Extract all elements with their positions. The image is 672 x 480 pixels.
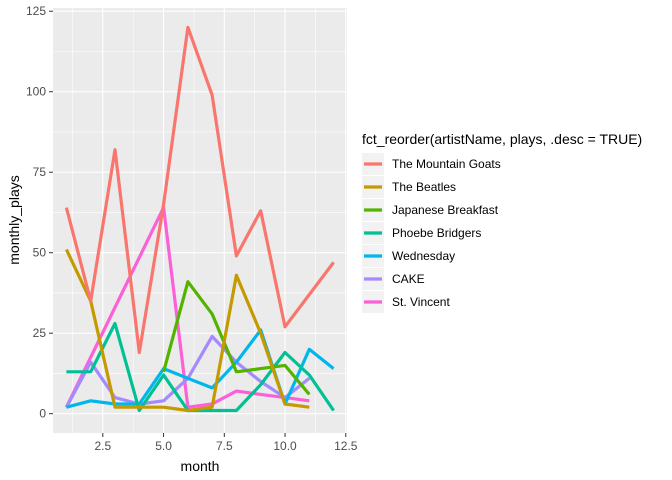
x-tick-label: 2.5: [94, 439, 111, 453]
series-line: [162, 280, 311, 396]
x-tick-label: 10.0: [273, 439, 297, 453]
y-tick-label: 25: [33, 326, 47, 340]
y-axis: 0 25 50 75 100 125: [26, 4, 53, 421]
y-tick-label: 125: [26, 4, 46, 18]
legend-label: CAKE: [392, 272, 425, 286]
series-lines: [64, 25, 335, 413]
y-tick-label: 100: [26, 85, 46, 99]
x-tick-label: 7.5: [216, 439, 233, 453]
legend-label: Wednesday: [392, 249, 455, 263]
series-line: [64, 248, 310, 413]
legend-label: Japanese Breakfast: [392, 203, 499, 217]
legend-label: The Beatles: [392, 180, 456, 194]
series-line: [66, 321, 335, 413]
legend-label: The Mountain Goats: [392, 157, 501, 171]
plot-panel: [53, 8, 347, 433]
y-tick-label: 75: [33, 165, 47, 179]
x-tick-label: 12.5: [334, 439, 358, 453]
x-tick-label: 5.0: [155, 439, 172, 453]
y-tick-label: 50: [33, 246, 47, 260]
x-axis-title: month: [181, 458, 220, 474]
y-axis-title: monthly_plays: [6, 175, 22, 265]
legend: fct_reorder(artistName, plays, .desc = T…: [362, 131, 642, 313]
legend-title: fct_reorder(artistName, plays, .desc = T…: [362, 131, 642, 147]
series-line: [64, 25, 335, 355]
x-axis: 2.5 5.0 7.5 10.0 12.5: [94, 433, 358, 453]
minor-gridlines: [53, 8, 347, 433]
y-tick-label: 0: [39, 407, 46, 421]
series-line: [65, 328, 335, 409]
legend-label: St. Vincent: [392, 295, 450, 309]
legend-label: Phoebe Bridgers: [392, 226, 481, 240]
